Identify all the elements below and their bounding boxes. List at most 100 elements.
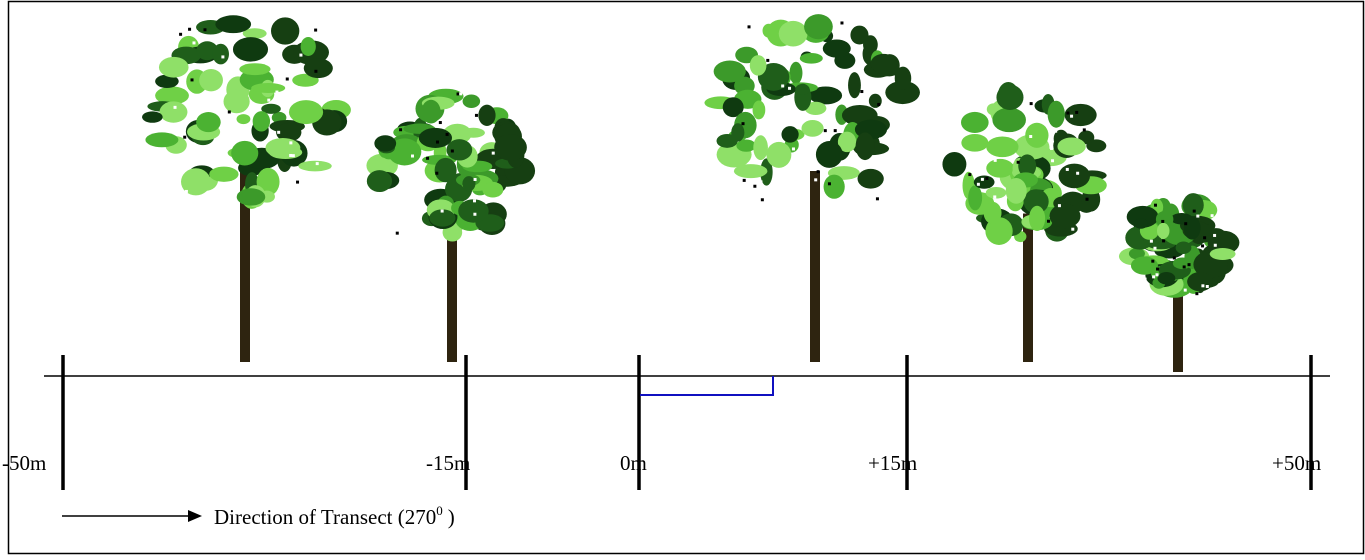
leaf-speck (864, 196, 868, 200)
leaf-speck (1070, 114, 1074, 118)
leaf-speck (315, 162, 319, 166)
scale-label: +50m (1272, 451, 1321, 475)
leaf-speck (759, 180, 763, 184)
leaf-speck (747, 25, 751, 29)
leaf-speck (410, 154, 414, 158)
leaf-cluster (478, 104, 496, 126)
legend-suffix: ) (448, 505, 455, 529)
leaf-speck (1187, 263, 1191, 267)
leaf-cluster (1155, 210, 1174, 228)
leaf-speck (203, 28, 207, 32)
leaf-speck (823, 129, 827, 133)
leaf-speck (179, 32, 183, 36)
leaf-cluster (736, 139, 757, 152)
legend-text: Direction of Transect (2700) (214, 503, 455, 529)
leaf-speck (827, 182, 831, 186)
leaf-cluster (212, 43, 229, 65)
leaf-speck (188, 27, 192, 31)
leaf-cluster (1047, 100, 1065, 128)
leaf-cluster (418, 127, 453, 148)
legend-sup: 0 (436, 503, 443, 518)
leaf-cluster (870, 53, 897, 74)
leaf-cluster (1130, 256, 1158, 275)
leaf-speck (859, 166, 863, 170)
leaf-speck (814, 178, 818, 182)
leaf-speck (472, 199, 476, 203)
leaf-speck (474, 113, 478, 117)
leaf-speck (1161, 219, 1165, 223)
leaf-speck (404, 199, 408, 203)
leaf-speck (291, 154, 295, 158)
leaf-cluster (823, 174, 845, 199)
leaf-speck (760, 198, 764, 202)
leaf-cluster (789, 61, 803, 85)
leaf-speck (1203, 236, 1207, 240)
leaf-speck (817, 68, 821, 72)
leaf-speck (435, 171, 439, 175)
leaf-cluster (142, 111, 163, 123)
leaf-cluster (458, 199, 489, 223)
leaf-speck (980, 177, 984, 181)
frame (7, 0, 1365, 555)
leaf-speck (1156, 267, 1160, 271)
leaf-speck (1213, 233, 1217, 237)
leaf-speck (985, 176, 989, 180)
leaf-cluster (961, 133, 989, 152)
leaf-cluster (462, 94, 481, 109)
leaf-cluster (942, 151, 967, 177)
leaf-speck (1057, 204, 1061, 208)
leaf-speck (1153, 246, 1157, 250)
leaf-speck (438, 121, 442, 125)
leaf-cluster (985, 217, 1013, 245)
leaf-speck (976, 182, 980, 186)
trees (142, 14, 1240, 372)
tree-trunk (240, 171, 250, 362)
leaf-cluster (387, 138, 422, 166)
leaf-cluster (822, 39, 851, 58)
leaf-speck (762, 129, 766, 133)
blue-segment (640, 376, 774, 396)
leaf-speck (440, 209, 444, 213)
leaf-speck (451, 119, 455, 123)
leaf-speck (173, 105, 177, 109)
leaf-cluster (374, 135, 397, 152)
leaf-speck (1082, 128, 1086, 132)
leaf-cluster (223, 89, 250, 114)
leaf-speck (1152, 275, 1156, 279)
leaf-cluster (1023, 189, 1049, 214)
leaf-cluster (1187, 272, 1213, 292)
leaf-cluster (749, 55, 767, 76)
leaf-cluster (366, 170, 393, 193)
leaf-speck (1196, 214, 1200, 218)
leaf-speck (195, 30, 199, 34)
scale-label: -50m (2, 451, 46, 475)
leaf-cluster (265, 137, 301, 158)
leaf-speck (1051, 159, 1055, 163)
leaf-cluster (1057, 137, 1086, 156)
leaf-cluster (145, 132, 179, 148)
leaf-cluster (973, 175, 995, 189)
leaf-speck (1069, 96, 1073, 100)
leaf-cluster (752, 100, 766, 120)
leaf-cluster (722, 97, 744, 118)
leaf-cluster (885, 80, 920, 105)
leaf-speck (289, 153, 293, 157)
leaf-cluster (1128, 247, 1145, 260)
leaf-speck (1182, 265, 1186, 269)
leaf-cluster (894, 66, 912, 90)
leaf-cluster (261, 103, 281, 114)
leaf-cluster (159, 101, 188, 123)
leaf-cluster (1064, 103, 1097, 127)
leaf-cluster (801, 120, 824, 137)
leaf-cluster (429, 209, 456, 227)
leaf-cluster (196, 112, 221, 133)
leaf-speck (1029, 102, 1033, 106)
markers (61, 355, 1313, 490)
leaf-cluster (992, 107, 1026, 133)
leaf-speck (508, 114, 512, 118)
leaf-cluster (850, 25, 869, 45)
leaf-speck (395, 114, 399, 118)
leaf-speck (227, 110, 231, 114)
leaf-speck (314, 69, 318, 73)
leaf-cluster (421, 99, 441, 124)
